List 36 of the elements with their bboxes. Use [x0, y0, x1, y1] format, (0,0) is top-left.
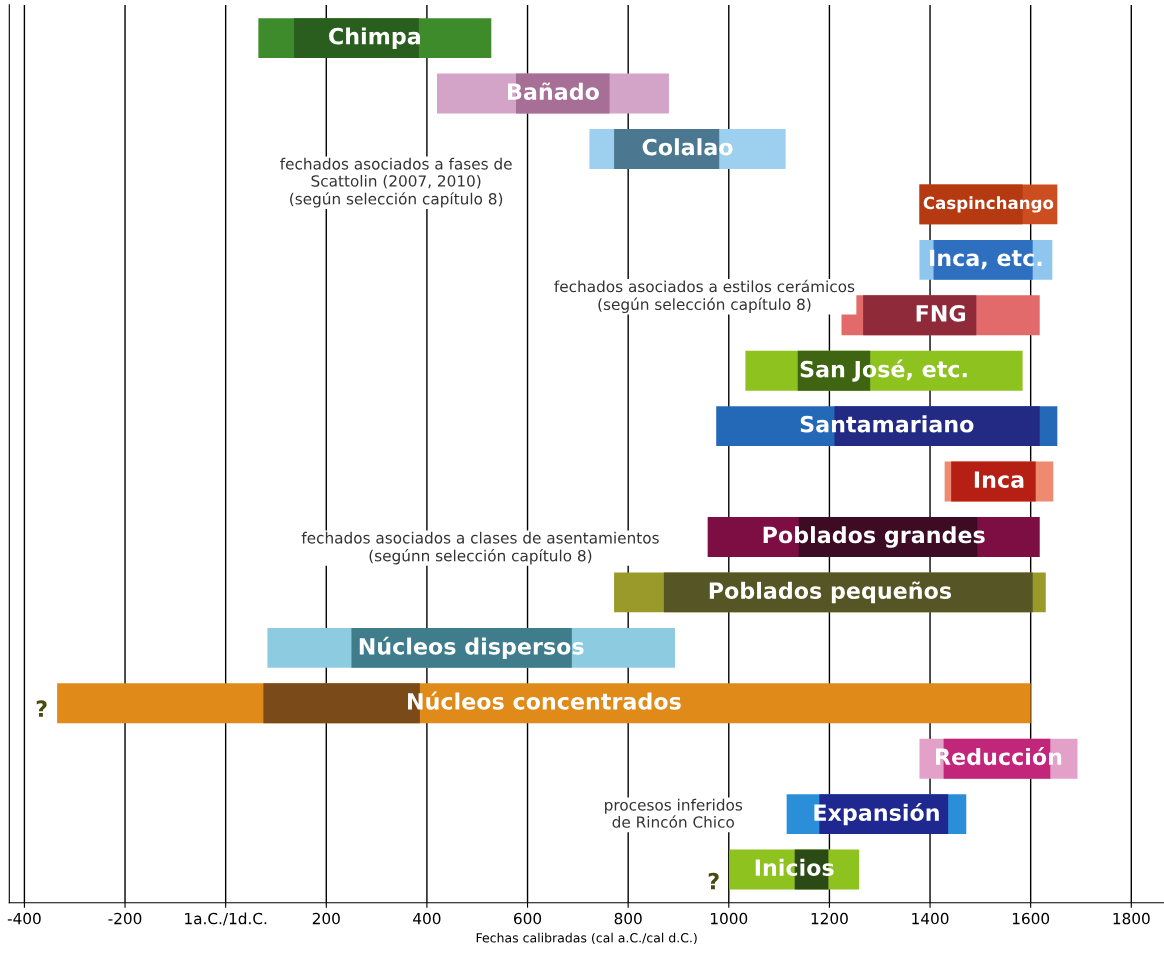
x-tick-label: 200: [312, 912, 340, 925]
y-tick-label: Caspinchango: [923, 196, 1054, 213]
annotation: fechados asociados a fases de Scattolin (2007, 2010) (según selección capítulo 8): [280, 157, 512, 208]
y-tick-label: Inicios: [755, 858, 834, 876]
y-tick-label: Poblados grandes: [763, 526, 985, 548]
y-tick-label: Expansión: [814, 802, 939, 826]
x-tick-label: 600: [514, 912, 542, 925]
y-tick-label: San José, etc.: [800, 359, 967, 382]
x-tick-label: -200: [108, 912, 142, 925]
x-tick-label: 400: [413, 912, 441, 925]
y-tick-label: Bañado: [508, 82, 599, 101]
x-tick-label: 1a.C./1d.C.: [185, 912, 267, 926]
x-tick-label: 1200: [811, 912, 848, 925]
y-tick-label: Inca: [974, 471, 1024, 488]
x-tick-label: 1600: [1012, 912, 1050, 925]
x-tick-label: 1800: [1113, 912, 1150, 925]
x-axis-title: Fechas calibradas (cal a.C./cal d.C.): [476, 932, 697, 945]
x-tick-label: -400: [7, 912, 41, 925]
annotation: fechados asociados a estilos cerámicos (según selección capítulo 8): [554, 279, 855, 314]
annotation: fechados asociados a clases de asentamientos (segúnn selección capítulo 8): [301, 531, 659, 565]
x-tick-label: 1400: [912, 912, 949, 925]
y-tick-label: Chimpa: [329, 27, 420, 49]
x-tick-label: 800: [614, 912, 642, 925]
y-tick-label: Poblados pequeños: [709, 581, 952, 604]
y-tick-label: Colalao: [642, 138, 733, 156]
bar: [951, 461, 1036, 502]
y-tick-label: Núcleos dispersos: [359, 636, 584, 660]
y-tick-label: Núcleos concentrados: [408, 691, 681, 710]
annotation: ?: [708, 872, 719, 890]
y-tick-label: FNG: [916, 304, 965, 322]
bar: [863, 295, 977, 336]
y-tick-label: Santamariano: [800, 415, 974, 433]
x-tick-label: 1000: [711, 912, 748, 925]
annotation: ?: [36, 700, 47, 717]
annotation: procesos inferidos de Rincón Chico: [605, 798, 743, 828]
y-tick-label: Inca, etc.: [930, 249, 1042, 270]
